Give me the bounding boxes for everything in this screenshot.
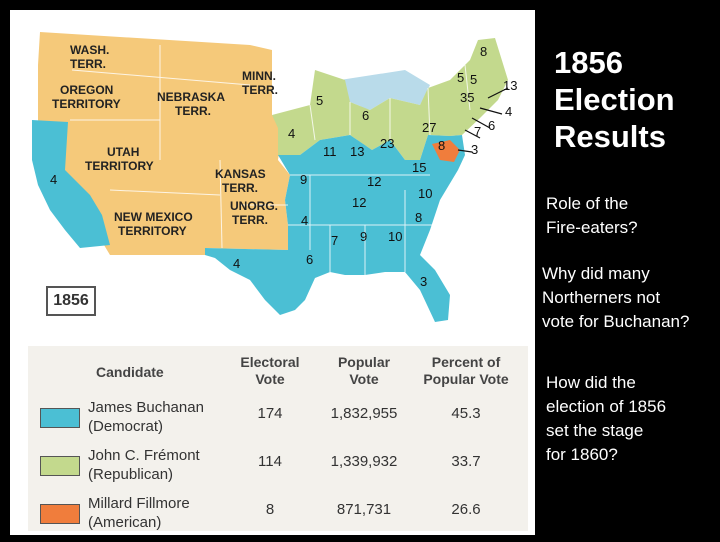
label-nebraska-terr: NEBRASKA TERR. xyxy=(157,90,225,118)
swatch-republican xyxy=(40,456,80,476)
ev-tennessee: 12 xyxy=(352,195,366,210)
label-unorg-terr: UNORG. TERR. xyxy=(230,199,278,227)
ev-delaware: 3 xyxy=(471,142,478,157)
header-candidate: Candidate xyxy=(96,364,164,380)
california xyxy=(32,120,110,248)
popular-percent: 33.7 xyxy=(451,453,481,470)
year-label: 1856 xyxy=(46,286,96,316)
candidate-name: James Buchanan (Democrat) xyxy=(88,399,204,435)
swatch-democrat xyxy=(40,408,80,428)
slide-text-panel: 1856 Election Results Role of the Fire-eate… xyxy=(540,0,720,540)
question-northerners: Why did many Northerners not vote for Buch… xyxy=(542,264,690,331)
ev-georgia: 10 xyxy=(388,229,402,244)
header-percent: Percent of Popular Vote xyxy=(423,354,509,387)
legend-row-fremont: John C. Frémont (Republican) 114 1,339,93… xyxy=(28,444,528,494)
results-legend: Candidate Electoral Vote Popular Vote Perc… xyxy=(28,346,528,531)
map-panel: WASH. TERR. OREGON TERRITORY NEBRASKA TERR.… xyxy=(10,10,535,535)
ev-kentucky: 12 xyxy=(367,174,381,189)
header-popular: Popular Vote xyxy=(337,354,391,387)
state-borders xyxy=(70,45,471,275)
popular-percent: 26.6 xyxy=(451,501,481,518)
great-lakes xyxy=(340,70,430,110)
label-wash-terr: WASH. TERR. xyxy=(70,43,109,71)
ev-connecticut: 6 xyxy=(488,118,495,133)
electoral-vote: 8 xyxy=(265,501,275,518)
ev-ohio: 23 xyxy=(380,136,394,151)
ev-new-york: 35 xyxy=(460,90,474,105)
ev-virginia: 15 xyxy=(412,160,426,175)
ev-missouri: 9 xyxy=(300,172,307,187)
election-map: WASH. TERR. OREGON TERRITORY NEBRASKA TERR.… xyxy=(32,32,517,322)
ev-south-carolina: 8 xyxy=(415,210,422,225)
electoral-vote: 114 xyxy=(258,453,282,470)
popular-vote: 1,832,955 xyxy=(330,405,398,422)
ev-california: 4 xyxy=(50,172,57,187)
label-new-mexico-territory: NEW MEXICO TERRITORY xyxy=(114,210,193,238)
ev-pennsylvania: 27 xyxy=(422,120,436,135)
ev-iowa: 4 xyxy=(288,126,295,141)
ev-michigan: 6 xyxy=(362,108,369,123)
swatch-american xyxy=(40,504,80,524)
maryland xyxy=(432,140,460,162)
candidate-name: John C. Frémont (Republican) xyxy=(88,447,200,483)
header-electoral: Electoral Vote xyxy=(240,354,300,387)
democratic-states xyxy=(205,135,465,322)
legend-row-fillmore: Millard Fillmore (American) 8 871,731 26.… xyxy=(28,492,528,542)
ev-indiana: 13 xyxy=(350,144,364,159)
label-minn-terr: MINN. TERR. xyxy=(242,69,278,97)
label-utah-territory: UTAH TERRITORY xyxy=(85,145,154,173)
ev-new-hampshire: 5 xyxy=(457,70,464,85)
ev-louisiana: 6 xyxy=(306,252,313,267)
candidate-name: Millard Fillmore (American) xyxy=(88,495,190,531)
leader-lines xyxy=(457,87,509,153)
electoral-numbers: 8 5 5 13 35 4 6 5 6 4 27 7 8 3 11 13 23 … xyxy=(50,44,517,289)
label-oregon-territory: OREGON TERRITORY xyxy=(52,83,121,111)
ev-wisconsin: 5 xyxy=(316,93,323,108)
ev-arkansas: 4 xyxy=(301,213,308,228)
ev-illinois: 11 xyxy=(323,144,337,159)
ev-rhode-island: 4 xyxy=(505,104,512,119)
ev-alabama: 9 xyxy=(360,229,367,244)
ev-maine: 8 xyxy=(480,44,487,59)
ev-massachusetts: 13 xyxy=(503,78,517,93)
popular-percent: 45.3 xyxy=(451,405,481,422)
ev-north-carolina: 10 xyxy=(418,186,432,201)
label-kansas-terr: KANSAS TERR. xyxy=(215,167,266,195)
electoral-vote: 174 xyxy=(257,405,283,422)
ev-vermont: 5 xyxy=(470,72,477,87)
slide-title: 1856 Election Results xyxy=(554,45,675,154)
ev-mississippi: 7 xyxy=(331,233,338,248)
question-fire-eaters: Role of the Fire-eaters? xyxy=(546,194,638,237)
question-stage-1860: How did the election of 1856 set the stage… xyxy=(546,373,667,464)
popular-vote: 871,731 xyxy=(336,501,392,518)
ev-maryland: 8 xyxy=(438,138,445,153)
ev-new-jersey: 7 xyxy=(474,124,481,139)
popular-vote: 1,339,932 xyxy=(330,453,398,470)
western-territories xyxy=(38,32,290,255)
ev-florida: 3 xyxy=(420,274,427,289)
ev-texas: 4 xyxy=(233,256,240,271)
legend-row-buchanan: James Buchanan (Democrat) 174 1,832,955 4… xyxy=(28,396,528,446)
